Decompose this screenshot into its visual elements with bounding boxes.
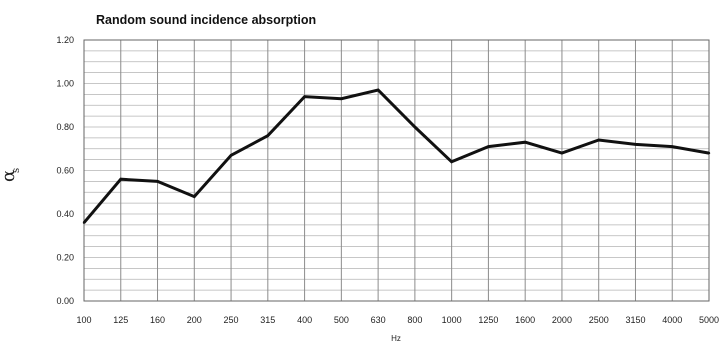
x-tick-label: 1250 [478, 315, 498, 325]
data-point [266, 134, 270, 137]
chart-title: Random sound incidence absorption [96, 13, 316, 27]
data-point [193, 195, 196, 198]
x-tick-label: 200 [187, 315, 202, 325]
series-group [82, 88, 711, 224]
data-point [560, 151, 564, 155]
data-point [340, 97, 343, 100]
x-tick-label: 630 [371, 315, 386, 325]
data-point [82, 221, 86, 224]
data-point [119, 178, 122, 181]
x-tick-label: 160 [150, 315, 165, 325]
grid [83, 39, 710, 302]
data-point [523, 141, 527, 144]
series-line [82, 88, 710, 224]
y-tick-label: 0.40 [56, 209, 74, 219]
x-tick-label: 3150 [625, 315, 645, 325]
data-point [671, 145, 674, 148]
x-tick-label: 500 [334, 315, 349, 325]
y-axis-label-symbol: α [0, 170, 19, 182]
y-tick-label: 1.20 [56, 35, 74, 45]
x-tick-label: 5000 [699, 315, 719, 325]
data-point [229, 154, 233, 157]
plot-frame [83, 39, 710, 302]
x-tick-label: 1600 [515, 315, 535, 325]
y-tick-label: 0.80 [56, 122, 74, 132]
x-tick-label: 2000 [552, 315, 572, 325]
y-tick-label: 0.60 [56, 166, 74, 176]
data-point [303, 95, 306, 98]
y-axis-label-subscript: s [11, 168, 22, 173]
x-tick-label: 315 [260, 315, 275, 325]
x-tick-label: 2500 [589, 315, 609, 325]
y-tick-label: 0.00 [56, 296, 74, 306]
x-tick-label: 800 [407, 315, 422, 325]
data-point [376, 88, 380, 92]
x-axis-label: Hz [391, 334, 401, 343]
y-tick-label: 1.00 [56, 79, 74, 89]
y-tick-labels: 0.00 0.20 0.40 0.60 0.80 1.00 1.20 [56, 35, 74, 306]
x-tick-label: 1000 [442, 315, 462, 325]
x-tick-labels: 100 125 160 200 250 315 400 500 630 800 1000 1250 16… [76, 315, 719, 325]
data-point [156, 180, 159, 183]
data-point [450, 160, 453, 163]
y-tick-label: 0.20 [56, 253, 74, 263]
x-tick-label: 400 [297, 315, 312, 325]
x-tick-label: 4000 [662, 315, 682, 325]
y-axis-label: α s [0, 168, 22, 182]
x-tick-label: 250 [224, 315, 239, 325]
data-point [487, 145, 490, 148]
x-tick-label: 125 [113, 315, 128, 325]
data-point [413, 125, 417, 129]
data-point [597, 138, 600, 142]
x-tick-label: 100 [76, 315, 91, 325]
data-point [707, 151, 711, 155]
data-point [634, 143, 637, 146]
